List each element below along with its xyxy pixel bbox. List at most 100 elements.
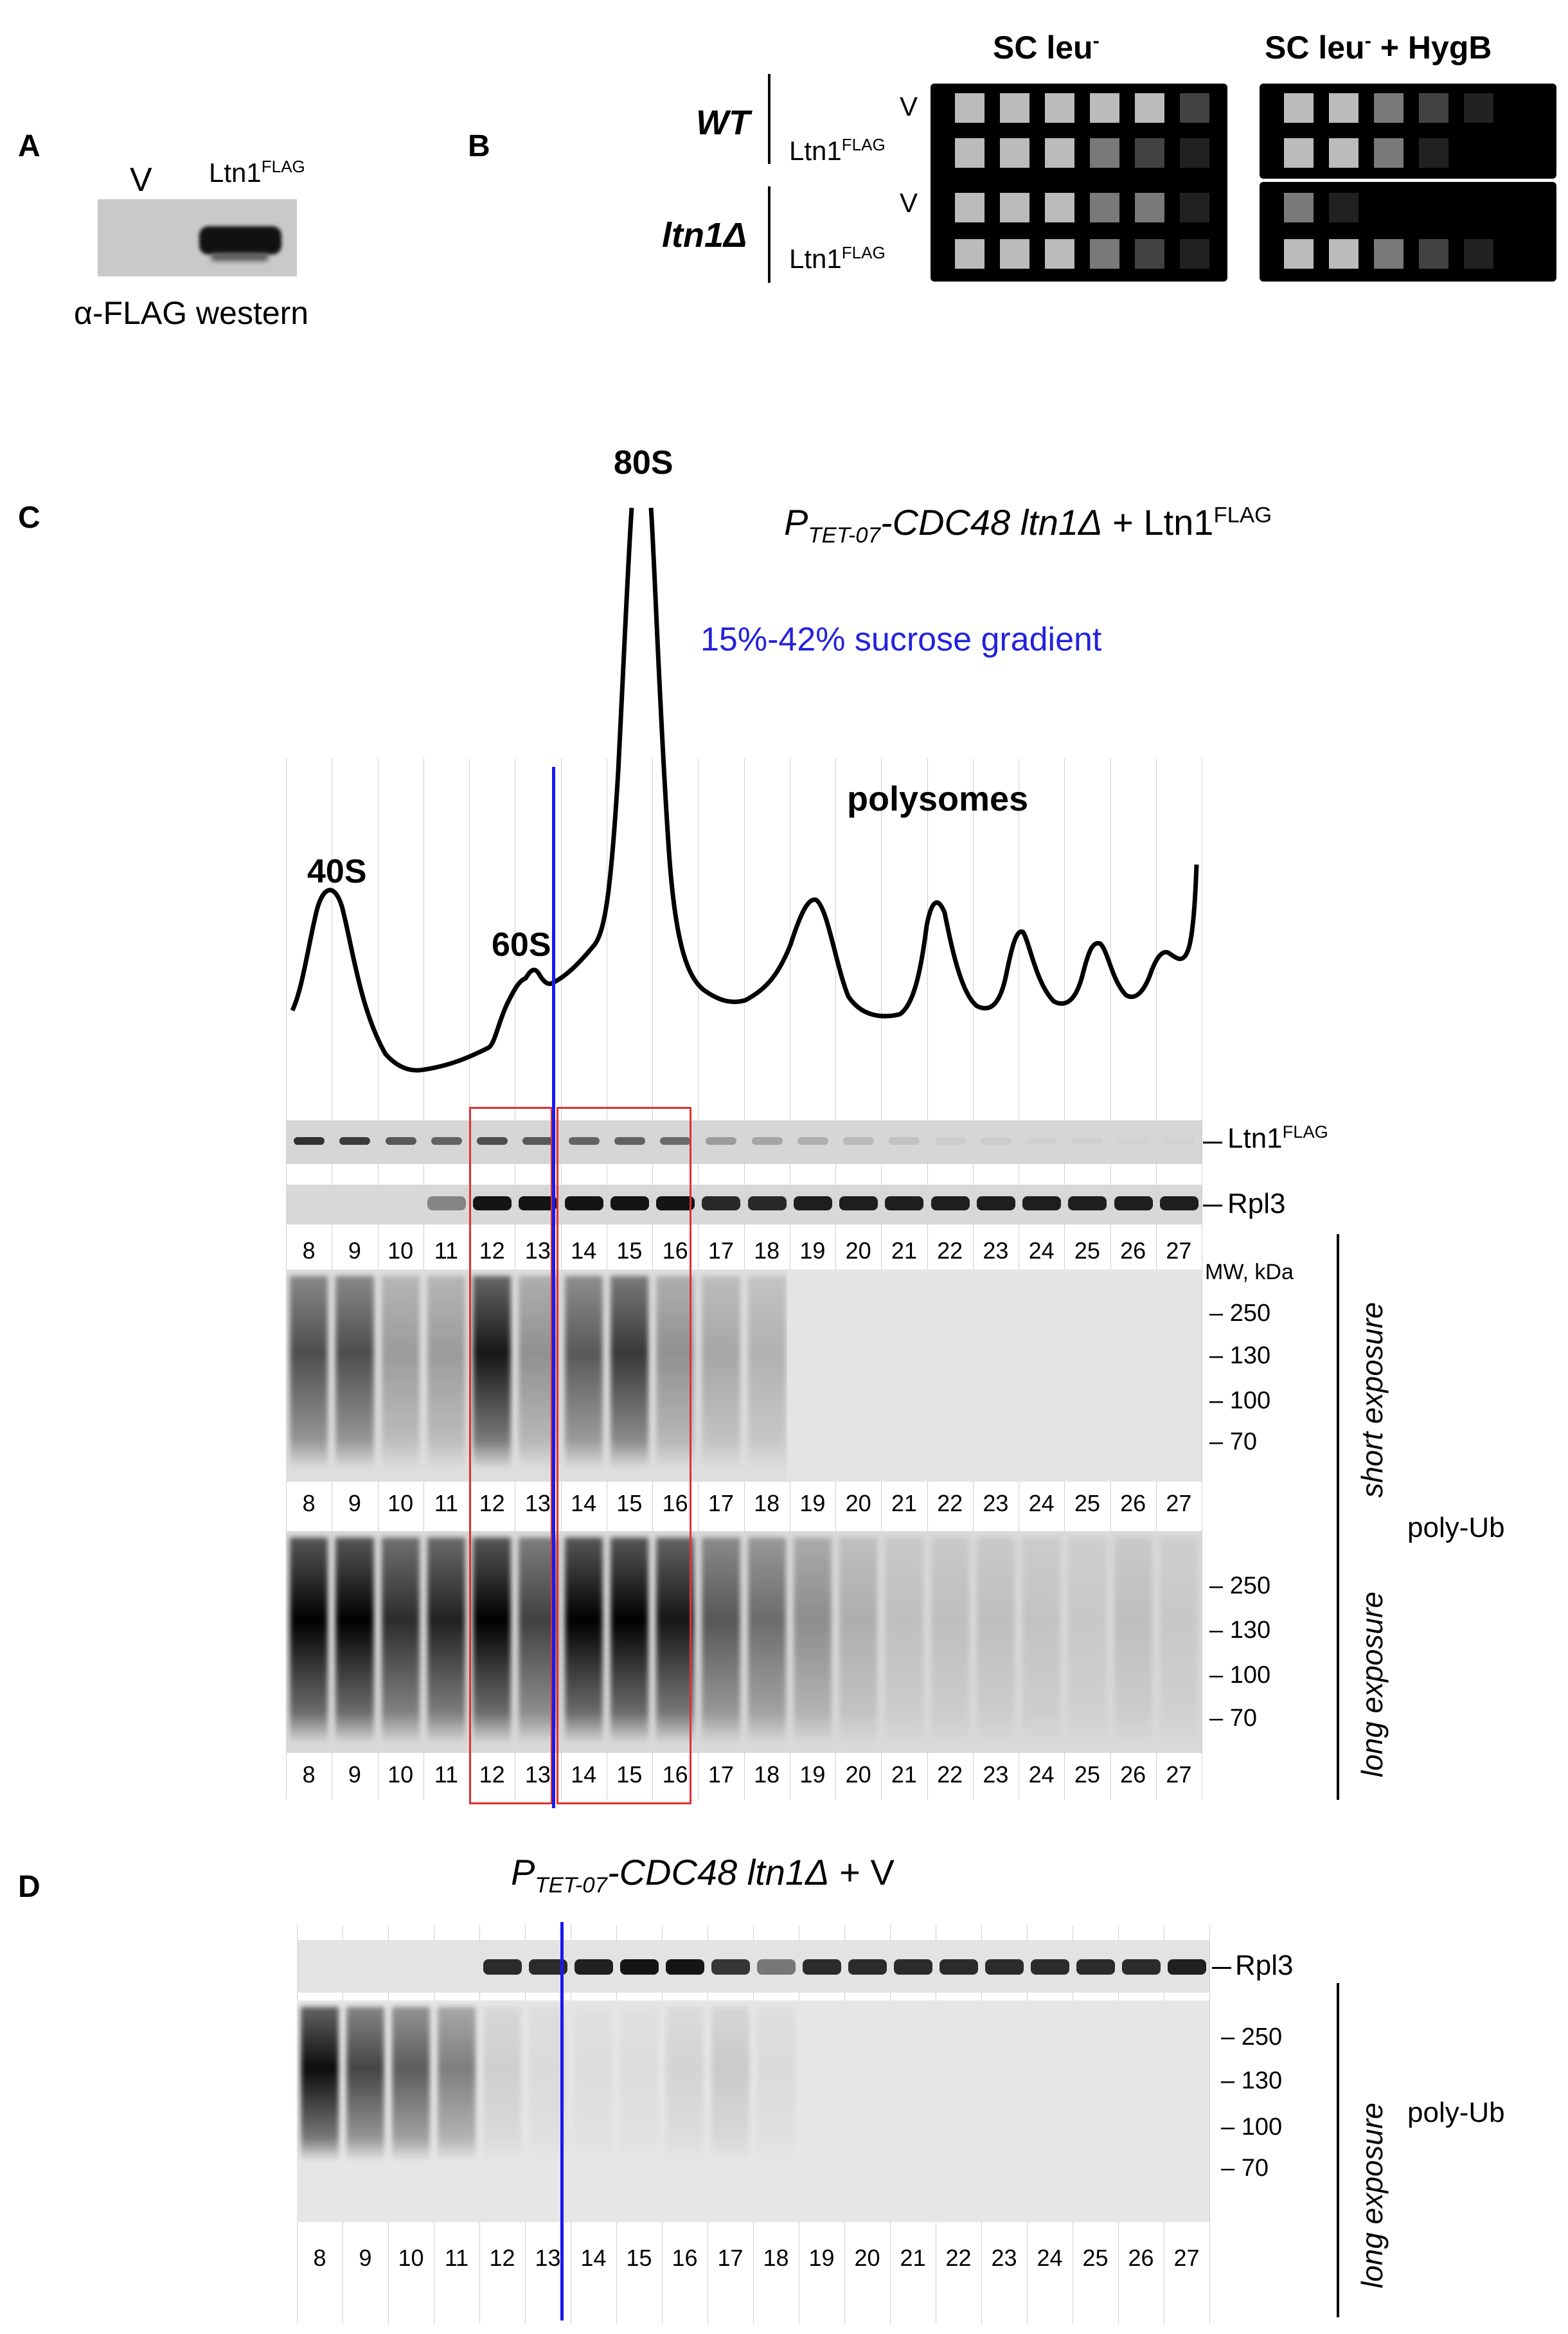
lane-number: 15 xyxy=(616,1761,643,1788)
rpl3-band xyxy=(839,1196,878,1210)
ltn1-band xyxy=(339,1137,371,1145)
rpl3-band xyxy=(1031,1959,1069,1975)
yeast-spot xyxy=(1000,138,1029,168)
lane-number: 19 xyxy=(808,2245,835,2271)
rpl3-band xyxy=(940,1959,978,1975)
yeast-spot xyxy=(1374,138,1403,168)
rpl3-band xyxy=(757,1959,796,1975)
lane-number: 10 xyxy=(398,2245,424,2271)
yeast-spot xyxy=(1419,239,1448,269)
rpl3-band xyxy=(564,1196,603,1210)
plate-col1-title: SC leu- xyxy=(993,29,1100,66)
short-exposure-blot xyxy=(286,1270,1202,1482)
yeast-spot xyxy=(1374,239,1403,269)
yeast-spot xyxy=(1419,93,1448,123)
rpl3-band xyxy=(656,1196,695,1210)
rpl3-band xyxy=(666,1959,704,1975)
yeast-spot xyxy=(1000,93,1029,123)
lane-number: 8 xyxy=(302,1490,316,1516)
ltn1-band xyxy=(522,1137,554,1145)
ub-smear xyxy=(1068,1538,1107,1743)
lane-gridline xyxy=(1209,1925,1210,2324)
panel-a-lane-ltn1: Ltn1FLAG xyxy=(209,157,305,188)
lane-number: 20 xyxy=(845,1761,871,1788)
short-exposure-label: short exposure xyxy=(1355,1302,1389,1498)
lane-number: 9 xyxy=(359,2245,372,2271)
poly-ub-label-d: poly-Ub xyxy=(1407,2097,1505,2128)
ltn1-band xyxy=(843,1137,874,1145)
ub-smear xyxy=(1022,1538,1061,1743)
ub-smear xyxy=(381,1538,420,1743)
rpl3-band xyxy=(747,1196,787,1210)
yeast-spot xyxy=(1284,93,1314,123)
rpl3-band xyxy=(793,1196,832,1210)
lane-number: 8 xyxy=(313,2245,326,2271)
rpl3-band xyxy=(711,1959,750,1975)
lane-number: 24 xyxy=(1028,1761,1055,1788)
ub-smear xyxy=(620,2007,658,2161)
panel-b-letter: B xyxy=(468,129,490,163)
rpl3-band xyxy=(1159,1196,1198,1210)
yeast-spot xyxy=(1284,138,1314,168)
lane-number: 19 xyxy=(799,1237,826,1264)
ub-smear xyxy=(575,2007,612,2161)
yeast-spot xyxy=(955,193,984,222)
ub-smear xyxy=(757,2007,795,2161)
ltn1-band xyxy=(934,1137,966,1145)
ub-smear xyxy=(473,1276,512,1469)
lane-number: 12 xyxy=(479,1237,505,1264)
ub-smear xyxy=(301,2007,339,2161)
strain-ltn1-label: ltn1Δ xyxy=(662,216,747,255)
row-wt-v: V xyxy=(900,91,918,121)
ub-smear xyxy=(610,1538,648,1743)
ltn1-band xyxy=(751,1137,783,1145)
lane-number: 24 xyxy=(1028,1237,1055,1264)
ltn1-band xyxy=(477,1137,508,1145)
polysome-profile-svg xyxy=(290,507,1199,1073)
rpl3-tick-d xyxy=(1212,1967,1231,1969)
mw-title: MW, kDa xyxy=(1205,1260,1294,1284)
lane-number: 18 xyxy=(754,1237,780,1264)
lane-number: 21 xyxy=(891,1490,917,1516)
lane-number: 27 xyxy=(1166,1490,1192,1516)
rpl3-blot-c xyxy=(286,1185,1202,1225)
row-wt-ltn1: Ltn1FLAG xyxy=(789,135,886,166)
lane-number: 13 xyxy=(524,1490,551,1516)
ub-smear xyxy=(564,1538,603,1743)
ub-smear xyxy=(381,1276,420,1469)
rpl3-band xyxy=(427,1196,466,1210)
lane-number: 12 xyxy=(489,2245,515,2271)
mw-70-short: – 70 xyxy=(1209,1428,1257,1455)
plate-col2-title: SC leu- + HygB xyxy=(1265,29,1492,66)
mw-130-d: – 130 xyxy=(1221,2067,1283,2094)
lane-number: 16 xyxy=(662,1490,688,1516)
yeast-spot xyxy=(1045,239,1074,269)
strain-wt-label: WT xyxy=(696,103,750,142)
panel-d-letter: D xyxy=(18,1870,40,1904)
row-ltn1-ltn1: Ltn1FLAG xyxy=(789,243,886,274)
lane-number: 27 xyxy=(1166,1761,1192,1788)
rpl3-band xyxy=(575,1959,613,1975)
lane-number: 20 xyxy=(845,1490,871,1516)
flag-band xyxy=(199,226,281,255)
yeast-spot xyxy=(1135,93,1164,123)
exposure-bracket-d xyxy=(1337,1983,1339,2317)
ub-smear xyxy=(610,1276,648,1469)
yeast-spot xyxy=(1284,239,1314,269)
yeast-spot xyxy=(1135,138,1164,168)
lane-number: 14 xyxy=(571,1761,597,1788)
row-ltn1-v: V xyxy=(900,188,918,218)
yeast-spot xyxy=(1180,138,1209,168)
lane-number: 27 xyxy=(1166,1237,1192,1264)
lane-number: 17 xyxy=(708,1490,734,1516)
band-rpl3-label-d: Rpl3 xyxy=(1235,1950,1294,1981)
lane-number: 12 xyxy=(479,1490,505,1516)
lane-number: 8 xyxy=(302,1237,316,1264)
ltn1-band xyxy=(1072,1137,1103,1145)
lane-number: 11 xyxy=(434,1490,459,1516)
lane-number: 22 xyxy=(937,1237,963,1264)
polysome-trace xyxy=(290,507,1199,1073)
lane-number: 17 xyxy=(717,2245,744,2271)
yeast-spot xyxy=(1180,93,1209,123)
lane-number: 11 xyxy=(434,1237,459,1264)
